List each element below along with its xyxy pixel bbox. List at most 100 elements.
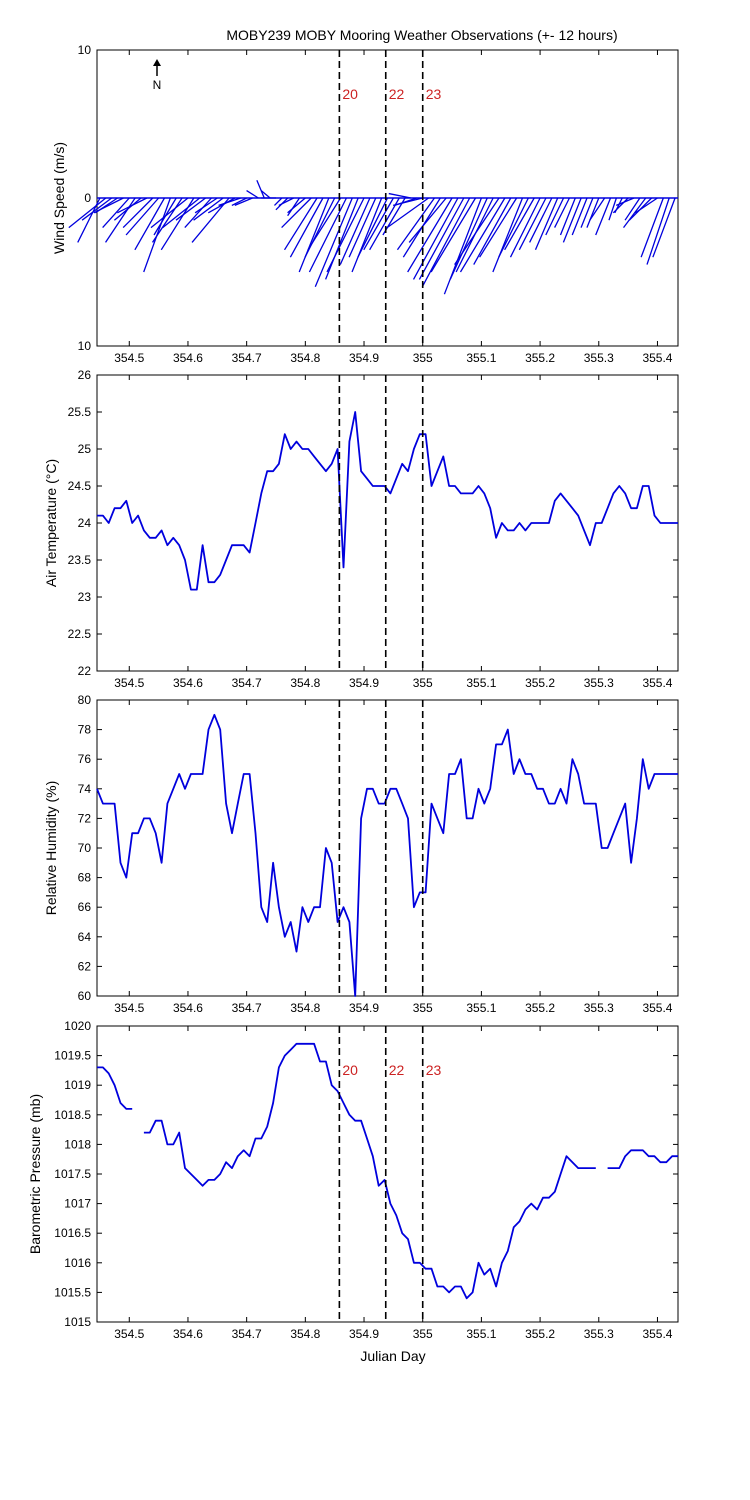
wind-ytick-label: 0 (84, 191, 91, 205)
wind-ytick-label: 10 (78, 339, 92, 353)
airtemp-ytick-label: 22 (78, 664, 92, 678)
pressure-ytick-label: 1018.5 (54, 1108, 91, 1122)
pressure-series-line (97, 1066, 133, 1110)
humidity-ytick-label: 62 (78, 959, 92, 973)
wind-xtick-label: 355.1 (466, 351, 496, 365)
wind-stick (518, 197, 547, 251)
humidity-xtick-label: 355.3 (584, 1001, 614, 1015)
wind-stick (589, 197, 606, 221)
wind-stick (652, 197, 676, 258)
pressure-ytick-label: 1019 (64, 1078, 91, 1092)
pressure-xtick-label: 354.8 (290, 1327, 320, 1341)
humidity-xtick-label: 355.4 (642, 1001, 672, 1015)
wind-stick (612, 197, 629, 214)
wind-stick (218, 197, 241, 207)
humidity-ytick-label: 72 (78, 811, 92, 825)
airtemp-ytick-label: 23.5 (68, 553, 92, 567)
pressure-xtick-label: 354.9 (349, 1327, 379, 1341)
pressure-xtick-label: 354.5 (114, 1327, 144, 1341)
airtemp-xtick-label: 354.5 (114, 676, 144, 690)
airtemp-xtick-label: 355.3 (584, 676, 614, 690)
humidity-ytick-label: 80 (78, 693, 92, 707)
wind-stick (646, 197, 670, 265)
wind-stick (307, 197, 342, 251)
pressure-ytick-label: 1017.5 (54, 1167, 91, 1181)
wind-ylabel: Wind Speed (m/s) (51, 142, 67, 254)
wind-stick (534, 197, 559, 251)
wind-stick (408, 197, 447, 243)
humidity-xtick-label: 355.1 (466, 1001, 496, 1015)
wind-stick (278, 197, 294, 206)
pressure-xtick-label: 355.1 (466, 1327, 496, 1341)
wind-stick (449, 197, 488, 280)
wind-stick (545, 197, 565, 236)
pressure-ytick-label: 1019.5 (54, 1049, 91, 1063)
wind-stick (68, 197, 107, 229)
humidity-series-line (96, 713, 678, 997)
wind-stick (289, 197, 324, 258)
wind-stick (324, 197, 359, 280)
wind-stick (586, 197, 600, 228)
humidity-ytick-label: 66 (78, 900, 92, 914)
wind-stick (412, 197, 459, 280)
wind-stick (418, 197, 465, 280)
wind-stick (151, 197, 183, 243)
airtemp-ytick-label: 22.5 (68, 627, 92, 641)
wind-stick (357, 197, 389, 258)
wind-stick (81, 197, 113, 221)
wind-stick (396, 197, 435, 251)
wind-stick (421, 197, 471, 288)
airtemp-frame (96, 374, 679, 672)
airtemp-xtick-label: 354.7 (232, 676, 262, 690)
pressure-xtick-label: 354.7 (232, 1327, 262, 1341)
airtemp-xtick-label: 354.6 (173, 676, 203, 690)
humidity-ytick-label: 70 (78, 841, 92, 855)
wind-stick (246, 190, 259, 199)
x-axis-label: Julian Day (360, 1348, 425, 1364)
wind-marker-label: 22 (389, 86, 405, 102)
airtemp-ytick-label: 25 (78, 442, 92, 456)
wind-stick (348, 197, 377, 258)
wind-xtick-label: 354.9 (349, 351, 379, 365)
wind-marker-label: 20 (342, 86, 358, 102)
wind-stick (260, 190, 271, 199)
pressure-ytick-label: 1015.5 (54, 1285, 91, 1299)
humidity-xtick-label: 355 (413, 1001, 433, 1015)
humidity-ytick-label: 60 (78, 989, 92, 1003)
humidity-xtick-label: 355.2 (525, 1001, 555, 1015)
wind-stick (571, 197, 588, 236)
airtemp-xtick-label: 354.9 (349, 676, 379, 690)
wind-stick (339, 197, 371, 265)
humidity-ytick-label: 74 (78, 782, 92, 796)
wind-stick (392, 197, 423, 207)
wind-stick (314, 197, 353, 288)
humidity-ytick-label: 76 (78, 752, 92, 766)
wind-stick (184, 197, 212, 229)
humidity-xtick-label: 354.9 (349, 1001, 379, 1015)
wind-marker-label: 23 (426, 86, 442, 102)
wind-stick (562, 197, 582, 243)
humidity-ylabel: Relative Humidity (%) (43, 781, 59, 916)
north-indicator: N (153, 59, 162, 92)
airtemp-xtick-label: 355.2 (525, 676, 555, 690)
chart-panels: 354.5 354.6 354.7 354.8 354.9 355 355.1 355.2 35… (27, 43, 679, 1341)
airtemp-xtick-label: 355 (413, 676, 433, 690)
wind-stick (492, 197, 524, 273)
airtemp-panel: 354.5 354.6 354.7 354.8 354.9 355 355.1 355.2 35… (43, 368, 679, 690)
humidity-xtick-label: 354.5 (114, 1001, 144, 1015)
wind-stick (454, 197, 500, 265)
wind-stick (559, 197, 576, 236)
north-arrowhead-icon (153, 59, 161, 66)
wind-stick (529, 197, 553, 243)
pressure-xtick-label: 355 (413, 1327, 433, 1341)
north-label: N (153, 78, 162, 92)
wind-stick (150, 197, 189, 229)
wind-stick (125, 197, 160, 236)
wind-stick (105, 197, 136, 243)
wind-stick (162, 197, 201, 229)
wind-stick (175, 197, 206, 221)
pressure-ylabel: Barometric Pressure (mb) (27, 1094, 43, 1254)
pressure-series-line (607, 1149, 678, 1169)
pressure-xtick-label: 354.6 (173, 1327, 203, 1341)
